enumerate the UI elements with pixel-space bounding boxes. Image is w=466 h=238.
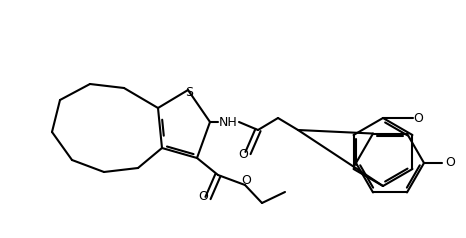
Text: O: O bbox=[238, 149, 248, 162]
Text: O: O bbox=[198, 190, 208, 203]
Text: S: S bbox=[185, 85, 193, 99]
Text: O: O bbox=[413, 111, 423, 124]
Text: O: O bbox=[445, 157, 455, 169]
Text: NH: NH bbox=[219, 115, 237, 129]
Text: O: O bbox=[241, 174, 251, 187]
